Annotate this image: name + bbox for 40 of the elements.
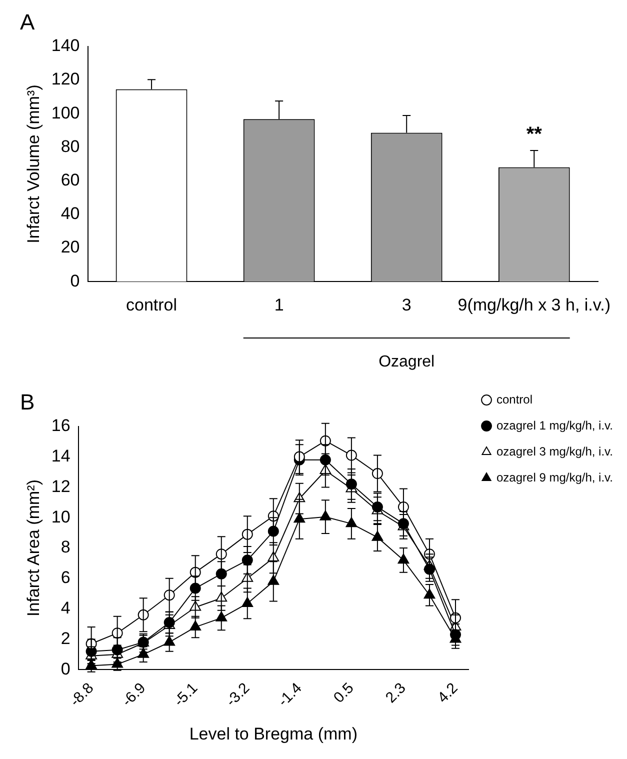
- y-tick-label: 2: [60, 628, 70, 648]
- y-axis-title: Infarct Area (mm²): [24, 480, 43, 616]
- chart-title: A: [20, 9, 35, 34]
- x-tick-label: -6.9: [118, 680, 150, 710]
- y-tick-label: 0: [60, 659, 70, 678]
- y-tick-label: 100: [51, 103, 80, 122]
- y-tick-label: 60: [60, 170, 80, 190]
- x-axis-title: Level to Bregma (mm): [189, 724, 358, 744]
- x-tick-label: -8.8: [66, 680, 98, 710]
- x-tick-label: control: [126, 295, 178, 314]
- y-tick-label: 140: [51, 36, 80, 56]
- x-tick-label: -3.2: [222, 680, 254, 710]
- x-tick-label: 0.5: [330, 680, 358, 706]
- y-axis-title: Infarct Volume (mm³): [24, 84, 43, 244]
- x-tick-label: 4.2: [434, 680, 462, 706]
- legend-label: ozagrel 3 mg/kg/h, i.v.: [496, 444, 614, 458]
- y-tick-label: 120: [51, 70, 80, 89]
- y-tick-label: 80: [60, 136, 80, 156]
- chart-title: B: [20, 389, 35, 414]
- y-tick-label: 4: [60, 598, 70, 618]
- annotation: **: [526, 124, 542, 146]
- x-tick-label: -5.1: [170, 680, 202, 710]
- y-tick-label: 8: [60, 538, 70, 557]
- y-tick-label: 20: [60, 238, 80, 257]
- legend-label: control: [496, 392, 533, 406]
- x-tick-label: 1: [274, 295, 284, 314]
- legend-label: ozagrel 1 mg/kg/h, i.v.: [496, 418, 614, 432]
- x-tick-label: 2.3: [382, 680, 410, 706]
- y-tick-label: 40: [60, 204, 80, 224]
- y-tick-label: 14: [51, 446, 70, 466]
- y-tick-label: 0: [70, 271, 80, 290]
- y-tick-label: 16: [51, 416, 70, 436]
- legend-label: ozagrel 9 mg/kg/h, i.v.: [496, 470, 614, 484]
- x-tick-label: 9(mg/kg/h x 3 h, i.v.): [458, 295, 610, 314]
- x-axis-title: Ozagrel: [378, 353, 435, 370]
- x-tick-label: 3: [402, 295, 412, 314]
- y-tick-label: 6: [60, 568, 70, 588]
- y-tick-label: 10: [51, 507, 70, 526]
- y-tick-label: 12: [51, 476, 70, 496]
- x-tick-label: -1.4: [274, 680, 306, 710]
